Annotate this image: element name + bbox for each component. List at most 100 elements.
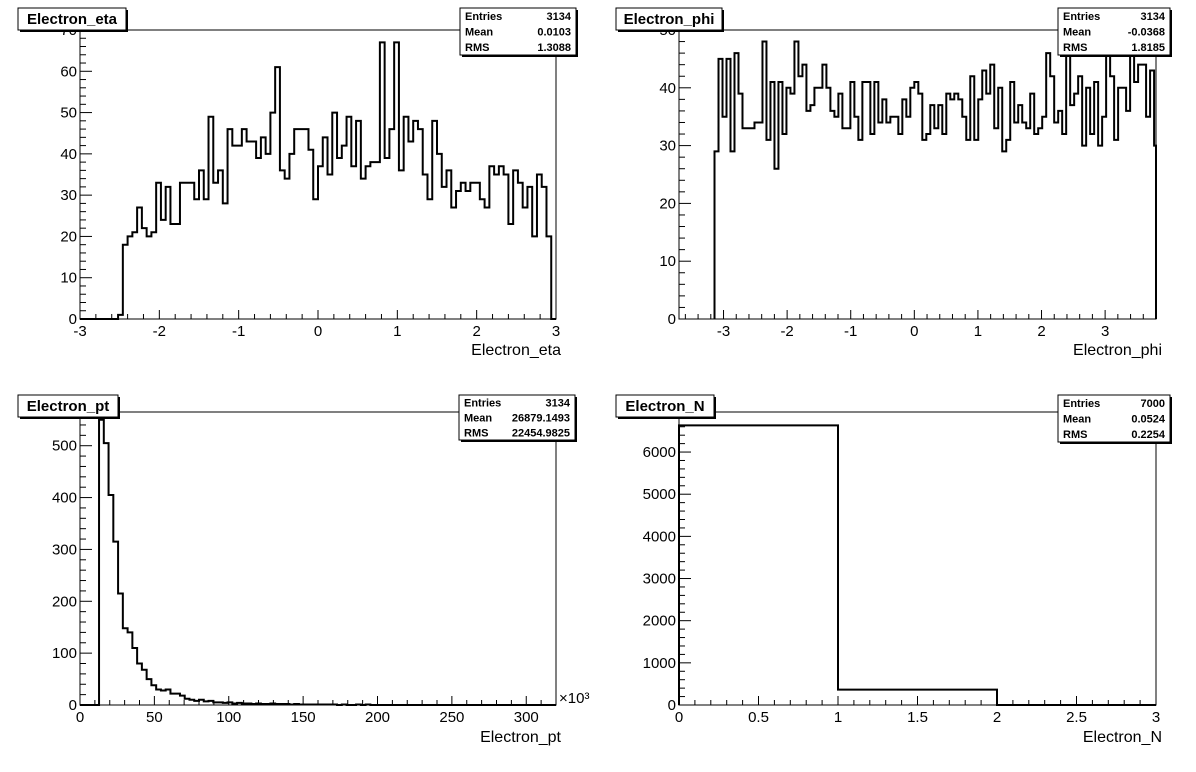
x-tick-label: 0	[910, 323, 918, 340]
histogram-series	[80, 418, 556, 706]
stats-key: Mean	[1063, 26, 1091, 38]
y-tick-label: 0	[69, 311, 77, 328]
stats-key: RMS	[464, 427, 488, 439]
y-tick-label: 50	[60, 105, 77, 122]
x-tick-label: 100	[216, 709, 241, 726]
stats-key: Entries	[1063, 398, 1100, 410]
x-tick-label: -1	[232, 323, 245, 340]
x-tick-label: 2	[993, 709, 1001, 726]
x-tick-label: -2	[780, 323, 793, 340]
x-tick-label: 1	[974, 323, 982, 340]
y-tick-label: 20	[659, 195, 676, 212]
y-tick-label: 30	[659, 138, 676, 155]
stats-value: 3134	[546, 397, 571, 409]
title-box	[17, 7, 127, 31]
stats-key: RMS	[1063, 429, 1087, 441]
title-box	[615, 394, 715, 418]
y-tick-label: 10	[60, 270, 77, 287]
x-exponent-label: ×10³	[559, 690, 589, 707]
y-tick-label: 30	[60, 187, 77, 204]
stats-value: 3134	[1141, 11, 1166, 23]
pad-Electron_eta: -3-2-10123010203040506070Electron_etaEle…	[17, 7, 578, 359]
plot-frame	[678, 411, 1157, 706]
y-tick-label: 400	[52, 490, 77, 507]
chart-title: Electron_pt	[27, 398, 110, 415]
y-tick-label: 1000	[643, 655, 676, 672]
y-tick-label: 300	[52, 541, 77, 558]
stats-key: Entries	[1063, 11, 1100, 23]
pad-Electron_N: 0 0.5 1 1.5 2 2.5 3 0 1000 2000 3000 4000 5000 6000 El…	[615, 394, 1172, 746]
stats-key: Mean	[464, 412, 492, 424]
plot-frame	[79, 411, 557, 706]
x-tick-label: 200	[365, 709, 390, 726]
y-tick-label: 5000	[643, 486, 676, 503]
x-tick-label: 0.5	[748, 709, 769, 726]
x-tick-label: 2	[472, 323, 480, 340]
stats-value: 1.8185	[1131, 42, 1165, 54]
x-tick-label: 250	[439, 709, 464, 726]
x-tick-label: 2	[1037, 323, 1045, 340]
stats-value: 1.3088	[537, 42, 571, 54]
x-tick-label: 3	[552, 323, 560, 340]
stats-key: RMS	[1063, 42, 1087, 54]
histogram-series	[678, 424, 1156, 706]
x-axis-label: Electron_pt	[480, 729, 561, 746]
stats-value: 0.2254	[1131, 429, 1166, 441]
x-tick-label: 0	[314, 323, 322, 340]
stats-value: 3134	[547, 11, 572, 23]
x-tick-label: 50	[146, 709, 163, 726]
stats-value: 0.0524	[1131, 413, 1166, 425]
y-tick-label: 500	[52, 438, 77, 455]
stats-key: Mean	[465, 26, 493, 38]
chart-title: Electron_eta	[27, 11, 118, 28]
y-tick-label: 4000	[643, 528, 676, 545]
x-tick-label: 300	[514, 709, 539, 726]
title-box	[17, 394, 119, 418]
stats-box	[458, 394, 576, 441]
y-tick-label: 2000	[643, 613, 676, 630]
y-tick-label: 200	[52, 593, 77, 610]
y-tick-label: 3000	[643, 571, 676, 588]
x-tick-label: 0	[675, 709, 683, 726]
histogram-series	[713, 40, 1157, 319]
stats-key: Entries	[464, 397, 501, 409]
stats-key: Entries	[465, 11, 502, 23]
stats-value: 0.0103	[537, 26, 571, 38]
x-tick-label: 3	[1152, 709, 1160, 726]
y-tick-label: 0	[668, 311, 676, 328]
chart-title: Electron_phi	[624, 11, 715, 28]
y-tick-label: 40	[60, 146, 77, 163]
stats-value: 22454.9825	[512, 427, 570, 439]
x-tick-label: 3	[1101, 323, 1109, 340]
x-tick-label: -1	[844, 323, 857, 340]
x-tick-label: 1	[834, 709, 842, 726]
x-axis-label: Electron_N	[1083, 729, 1162, 746]
x-tick-label: 2.5	[1066, 709, 1087, 726]
x-tick-label: -3	[717, 323, 730, 340]
chart-title: Electron_N	[625, 398, 704, 415]
x-tick-label: 0	[76, 709, 84, 726]
y-tick-label: 0	[668, 697, 676, 714]
x-axis-label: Electron_eta	[471, 342, 561, 359]
y-tick-label: 60	[60, 63, 77, 80]
x-tick-label: 150	[291, 709, 316, 726]
title-box	[615, 7, 723, 31]
pad-Electron_phi: -3-2-1012301020304050Electron_phiElectro…	[615, 7, 1172, 359]
stats-value: -0.0368	[1128, 26, 1165, 38]
y-tick-label: 40	[659, 80, 676, 97]
x-tick-label: 1	[393, 323, 401, 340]
x-tick-label: 1.5	[907, 709, 928, 726]
y-tick-label: 100	[52, 645, 77, 662]
y-tick-label: 10	[659, 253, 676, 270]
stats-key: Mean	[1063, 413, 1091, 425]
stats-box	[459, 7, 577, 56]
stats-key: RMS	[465, 42, 489, 54]
x-axis-label: Electron_phi	[1073, 342, 1162, 359]
y-tick-label: 6000	[643, 444, 676, 461]
stats-box	[1057, 394, 1171, 443]
pad-Electron_pt: 0 50 100 150 200 250 300 0 100 200 300 400 500 Electr…	[17, 394, 589, 746]
y-tick-label: 0	[69, 697, 77, 714]
stats-value: 7000	[1141, 398, 1165, 410]
y-tick-label: 20	[60, 228, 77, 245]
x-tick-label: -2	[153, 323, 166, 340]
